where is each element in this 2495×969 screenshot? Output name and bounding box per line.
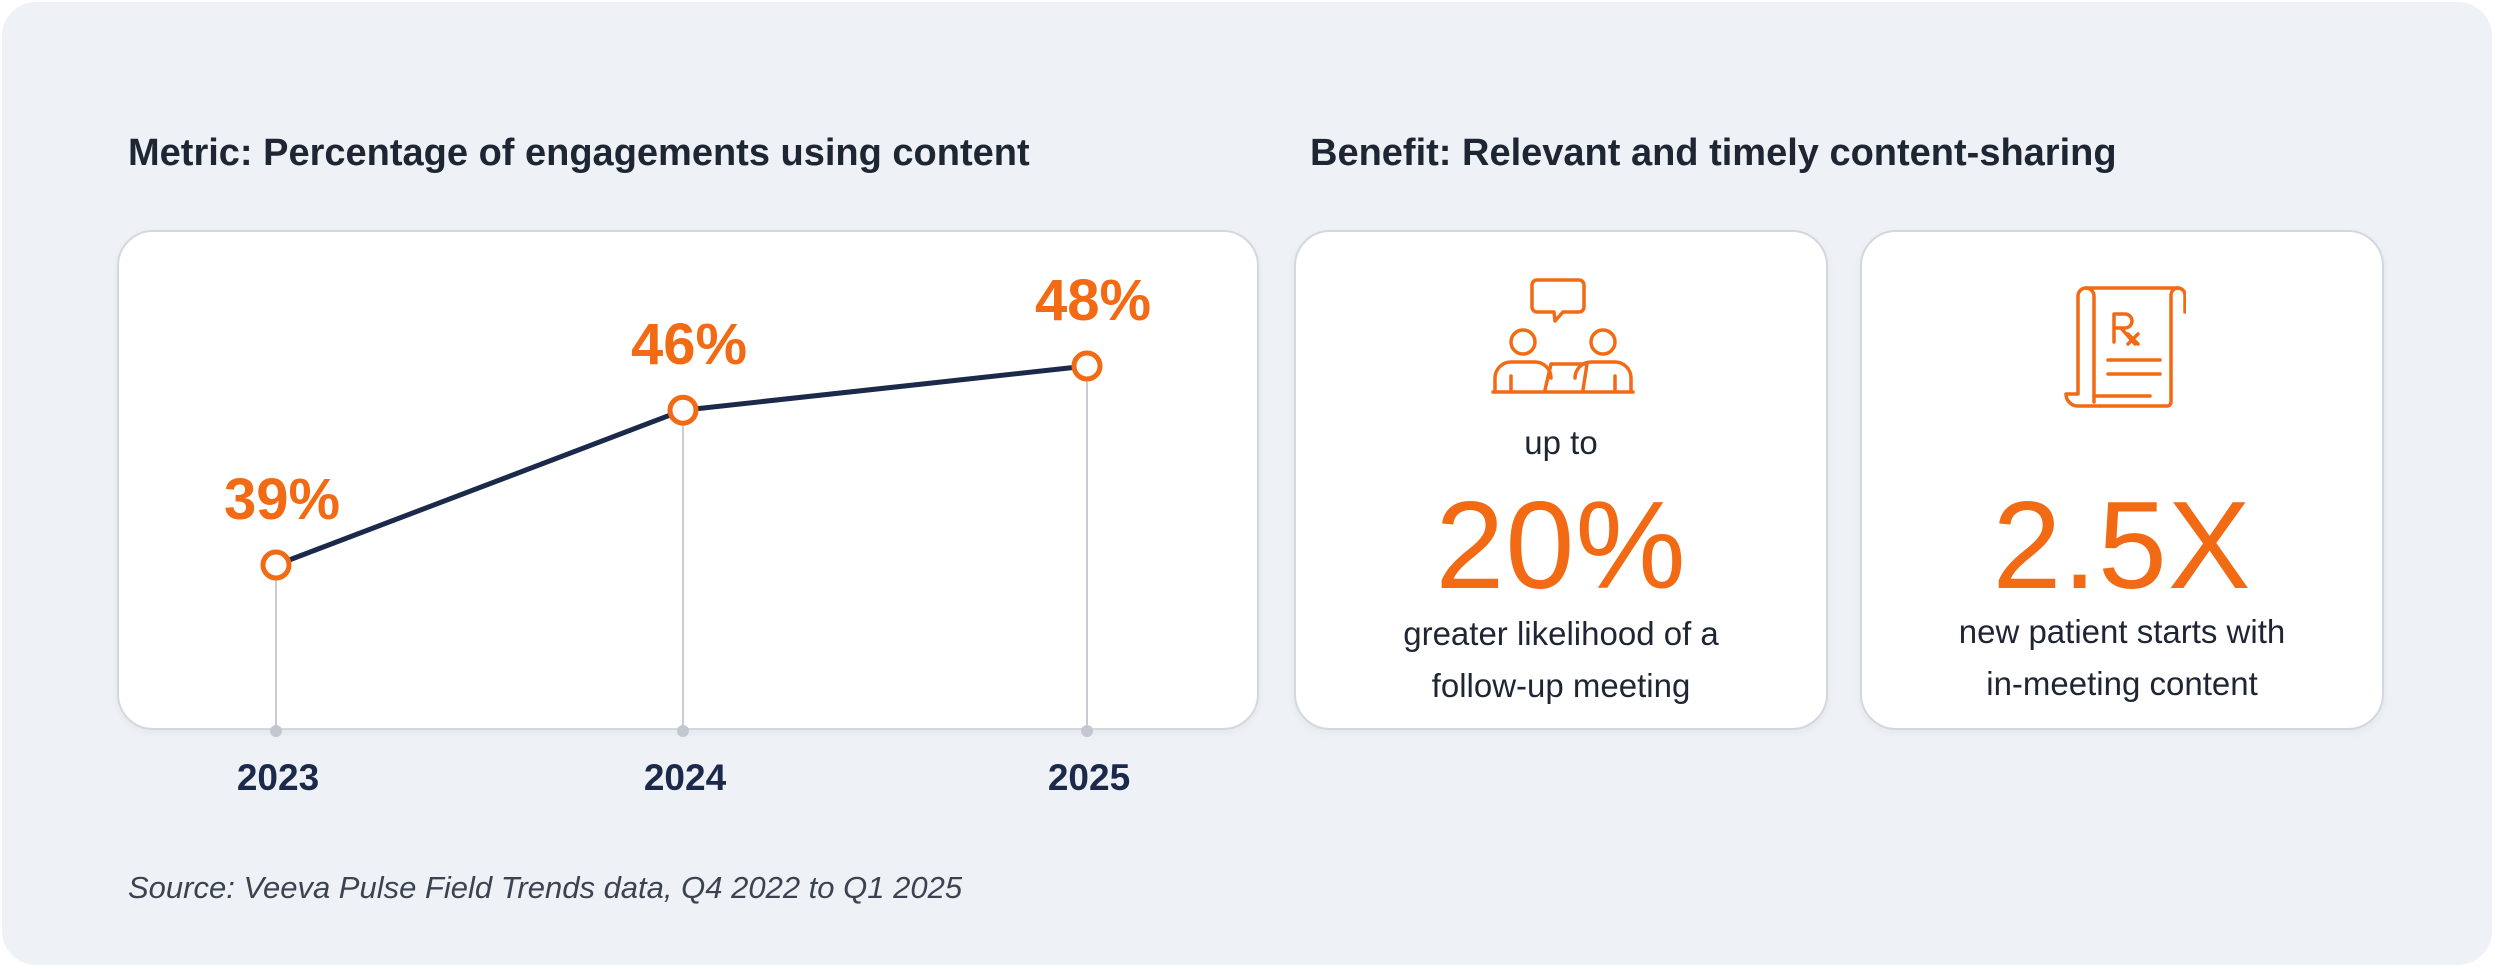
patient-starts-description: new patient starts with in-meeting conte… <box>1862 606 2382 710</box>
patient-starts-description-line: new patient starts with <box>1958 613 2286 650</box>
patient-starts-value: 2.5X <box>1992 477 2252 615</box>
followup-description-line: follow-up meeting <box>1431 667 1691 704</box>
x-tick-label-2024: 2024 <box>644 757 727 798</box>
followup-description-line: greater likelihood of a <box>1403 615 1719 652</box>
axis-dot-2024 <box>677 725 689 737</box>
metric-heading: Metric: Percentage of engagements using … <box>128 132 1030 174</box>
axis-dot-2023 <box>270 725 282 737</box>
data-point-2025 <box>1071 350 1103 382</box>
data-point-2024 <box>667 394 699 426</box>
prescription-scroll-icon <box>2064 286 2186 408</box>
benefit-heading: Benefit: Relevant and timely content-sha… <box>1310 132 2117 174</box>
patient-starts-description-line: in-meeting content <box>1986 665 2258 702</box>
data-point-2023 <box>260 549 292 581</box>
followup-prefix: up to <box>1524 424 1598 461</box>
data-label-2025: 48% <box>1035 268 1151 333</box>
data-label-2023: 39% <box>224 467 340 532</box>
followup-description: greater likelihood of a follow-up meetin… <box>1296 608 1826 712</box>
axis-dot-2025 <box>1081 725 1093 737</box>
x-tick-label-2025: 2025 <box>1048 757 1130 798</box>
source-note: Source: Veeva Pulse Field Trends data, Q… <box>128 870 963 905</box>
x-tick-label-2023: 2023 <box>237 757 319 798</box>
meeting-people-icon <box>1491 278 1635 394</box>
benefit-card-patient-starts: 2.5X new patient starts with in-meeting … <box>1860 230 2384 730</box>
data-label-2024: 46% <box>631 312 747 377</box>
followup-value: 20% <box>1435 477 1687 615</box>
chart-card <box>117 230 1259 730</box>
benefit-card-followup: up to 20% greater likelihood of a follow… <box>1294 230 1828 730</box>
